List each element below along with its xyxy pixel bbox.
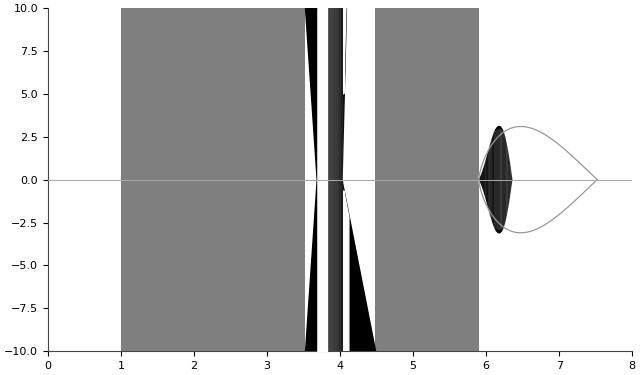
Polygon shape [479,126,597,233]
Polygon shape [479,126,512,233]
Bar [375,8,479,351]
Bar [121,8,305,351]
